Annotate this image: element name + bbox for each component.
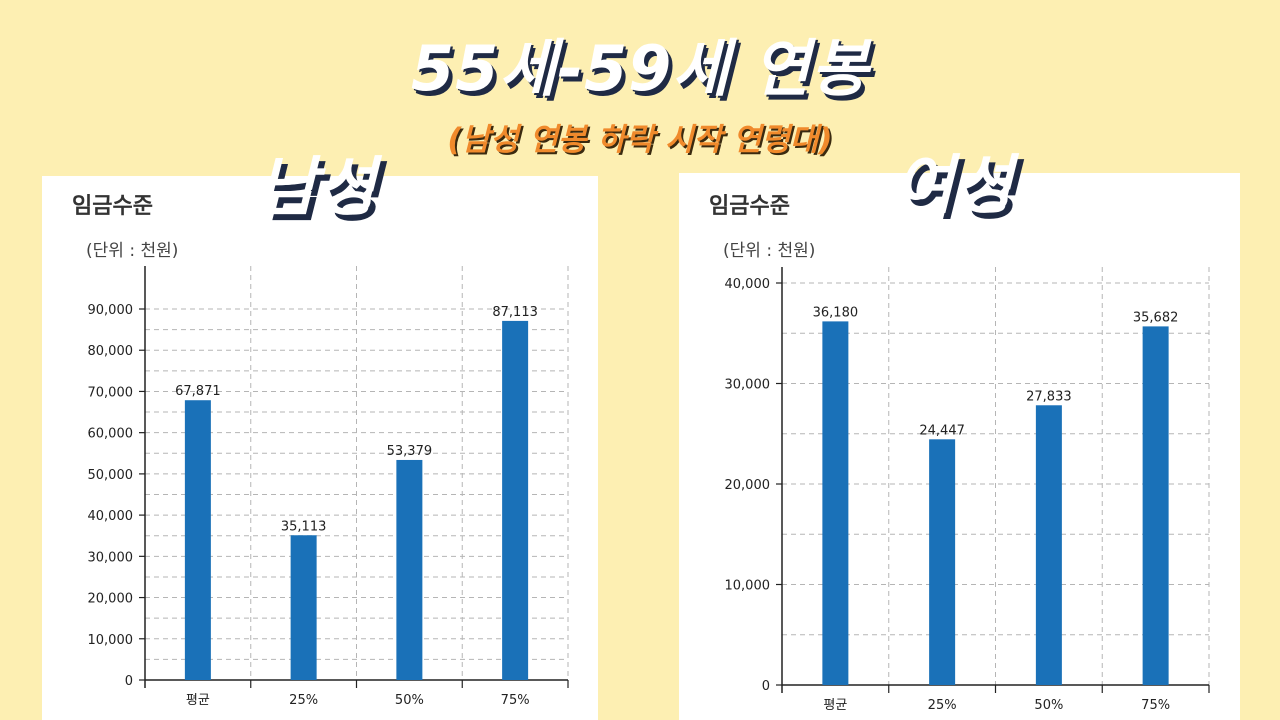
bar — [929, 439, 956, 685]
male-label: 남성 — [258, 151, 376, 225]
y-tick-label: 20,000 — [88, 592, 134, 607]
chart-unit: (단위 : 천원) — [723, 241, 816, 261]
chart-unit: (단위 : 천원) — [86, 241, 179, 261]
female-label: 여성 — [895, 149, 1013, 223]
bar — [822, 321, 849, 685]
x-tick-label: 25% — [928, 698, 957, 713]
y-tick-label: 90,000 — [88, 303, 134, 318]
bar — [1035, 405, 1062, 685]
y-tick-label: 0 — [125, 674, 133, 689]
female-bar-chart: 0 10,000 20,000 30,000 40,000 36,180 평균 24,447 2… — [725, 267, 1210, 713]
x-tick-label: 75% — [501, 693, 530, 708]
x-tick-label: 평균 — [186, 693, 210, 708]
bar-value-label: 35,113 — [281, 519, 327, 534]
bar — [290, 535, 317, 680]
y-tick-label: 0 — [762, 679, 770, 694]
bar-value-label: 35,682 — [1133, 310, 1179, 325]
bar-value-label: 24,447 — [919, 423, 965, 438]
female-chart-panel: 임금수준 (단위 : 천원) 0 10,000 20,000 30,000 40,000… — [679, 173, 1240, 720]
y-tick-label: 80,000 — [88, 344, 134, 359]
chart-title: 임금수준 — [72, 194, 153, 219]
x-tick-label: 평균 — [823, 698, 847, 713]
x-tick-label: 50% — [395, 693, 424, 708]
bar-value-label: 27,833 — [1026, 389, 1072, 404]
x-tick-label: 25% — [289, 693, 318, 708]
y-tick-label: 10,000 — [88, 633, 134, 648]
bar — [502, 320, 529, 680]
bar-value-label: 53,379 — [387, 444, 433, 459]
male-bar-chart: 0 10,000 20,000 30,000 40,000 50,000 60,000 70,… — [88, 266, 569, 708]
y-tick-label: 70,000 — [88, 385, 134, 400]
y-tick-label: 50,000 — [88, 468, 134, 483]
y-tick-label: 40,000 — [88, 509, 134, 524]
x-tick-label: 75% — [1141, 698, 1170, 713]
page-title: 55세-59세 연봉 — [410, 32, 870, 105]
y-tick-label: 30,000 — [88, 550, 134, 565]
chart-title: 임금수준 — [709, 194, 790, 219]
male-chart-panel: 임금수준 (단위 : 천원) 0 10,000 20,000 30,000 40,000… — [42, 176, 598, 720]
bar-value-label: 87,113 — [492, 305, 538, 320]
y-tick-label: 60,000 — [88, 427, 134, 442]
bar — [396, 459, 423, 680]
y-tick-label: 40,000 — [725, 277, 771, 292]
y-tick-label: 10,000 — [725, 579, 771, 594]
y-tick-label: 30,000 — [725, 378, 771, 393]
bar — [1142, 326, 1169, 685]
bar — [184, 400, 211, 680]
bar-value-label: 36,180 — [813, 305, 859, 320]
x-tick-label: 50% — [1034, 698, 1063, 713]
y-tick-label: 20,000 — [725, 478, 771, 493]
bar-value-label: 67,871 — [175, 384, 221, 399]
page-subtitle: (남성 연봉 하락 시작 연령대) — [447, 122, 833, 158]
